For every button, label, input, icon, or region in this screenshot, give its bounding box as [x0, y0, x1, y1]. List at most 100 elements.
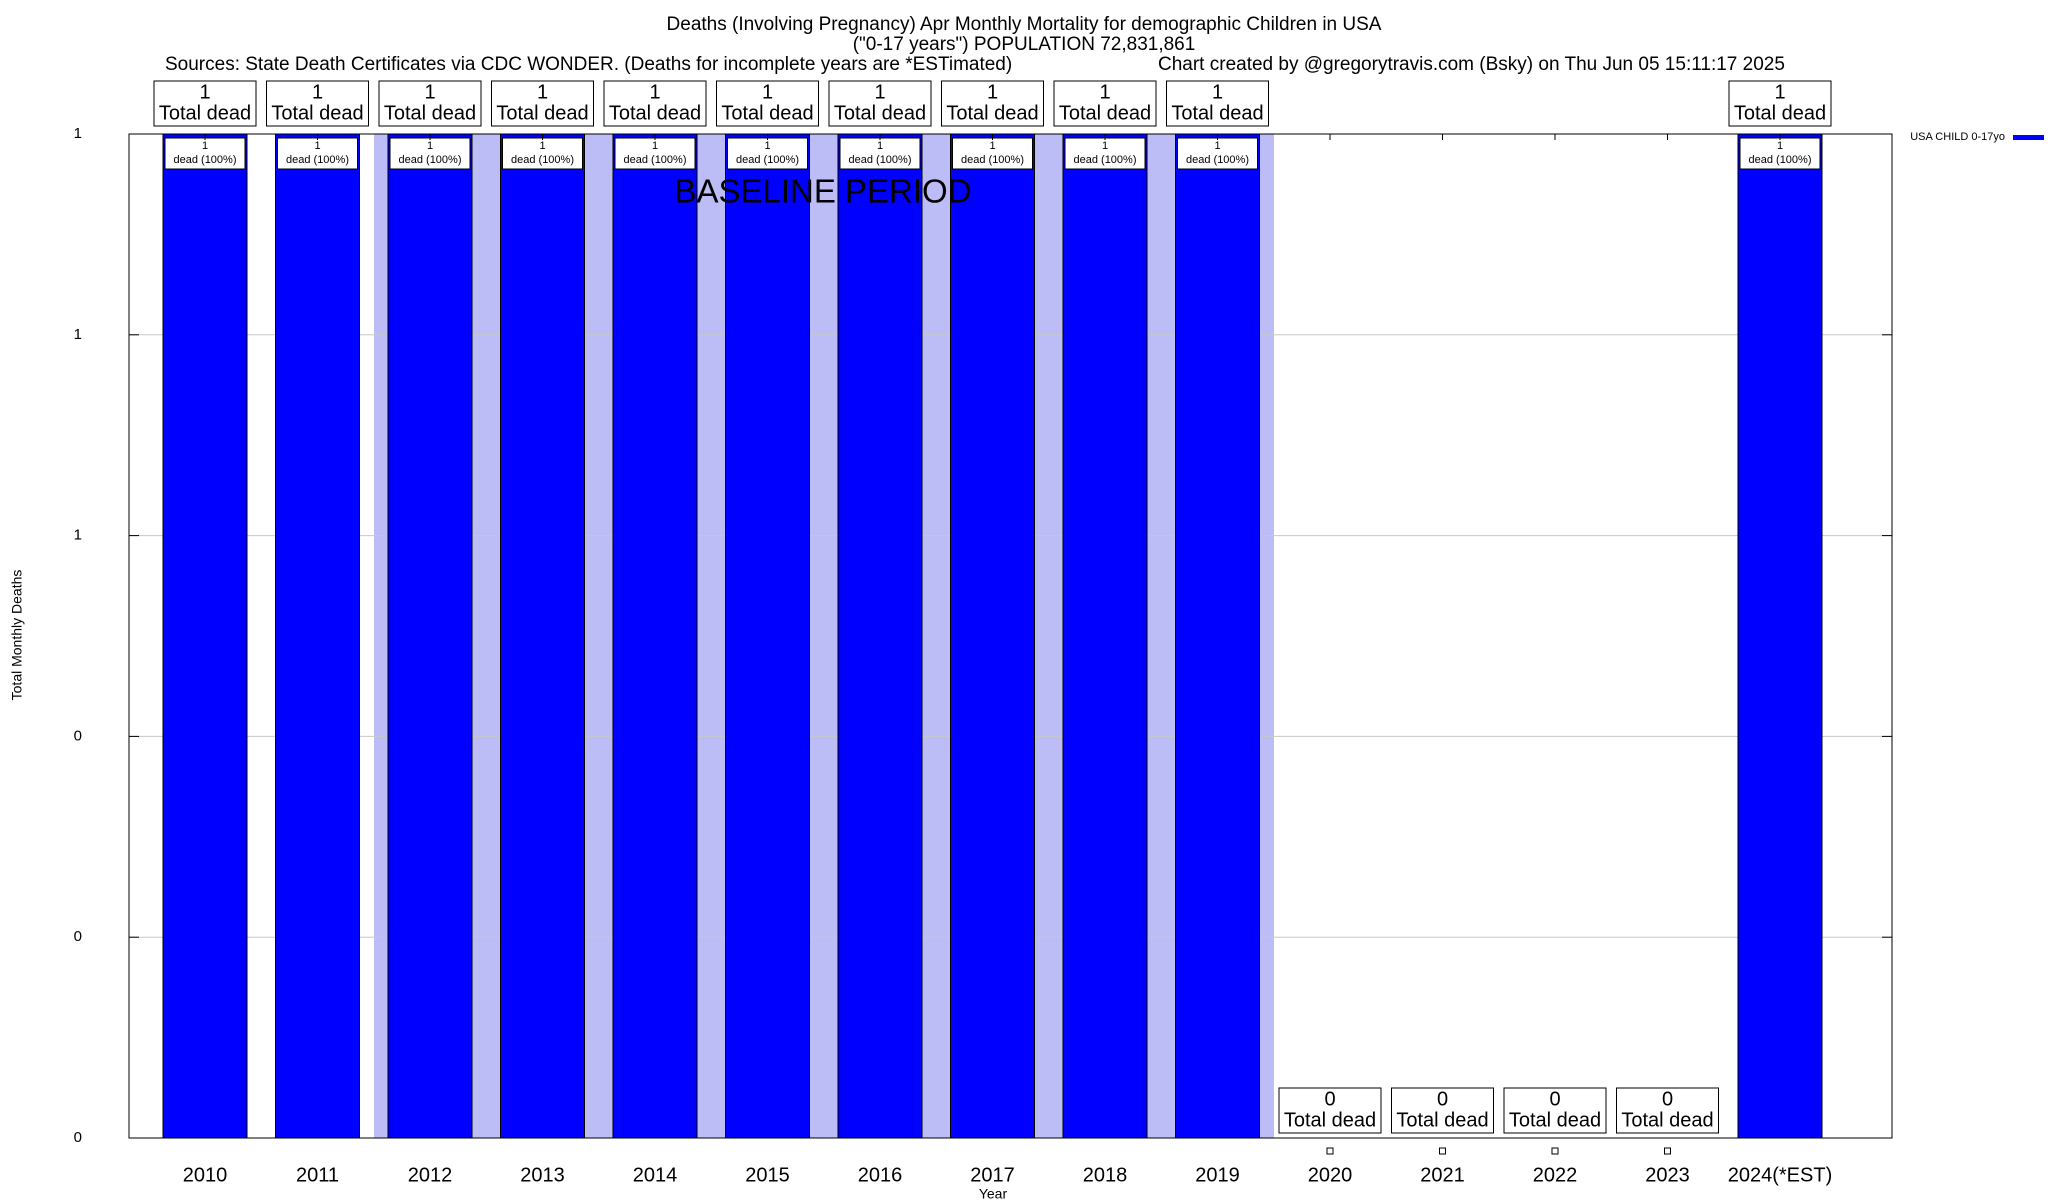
bar: [612, 133, 698, 1139]
x-tick-label: 2017: [970, 1164, 1015, 1186]
value-label: 1: [1099, 81, 1110, 103]
total-box: [716, 80, 819, 127]
share-value: 1: [202, 140, 208, 152]
bar: [1062, 133, 1148, 1139]
x-tick-label: 2011: [296, 1164, 339, 1186]
total-box: [941, 80, 1044, 127]
total-box: [1728, 80, 1832, 127]
bar: [725, 133, 810, 1139]
value-label: 1: [424, 81, 435, 103]
value-label: 1: [199, 81, 210, 103]
share-value: 1: [652, 140, 658, 152]
x-tick-label: 2010: [183, 1164, 228, 1186]
total-label: Total dead: [1396, 1109, 1488, 1131]
total-box: [1616, 1087, 1719, 1134]
share-label: dead (100%): [961, 154, 1024, 166]
value-label: 1: [1212, 81, 1223, 103]
share-box: [164, 137, 246, 170]
credit: Chart created by @gregorytravis.com (Bsk…: [1158, 54, 1785, 75]
share-value: 1: [427, 140, 433, 152]
sources: Sources: State Death Certificates via CD…: [165, 54, 1012, 75]
y-axis-label: Total Monthly Deaths: [9, 570, 25, 701]
zero-marker: [1439, 1147, 1446, 1155]
total-box: [378, 80, 482, 127]
total-label: Total dead: [609, 102, 701, 124]
x-tick-label: 2022: [1533, 1164, 1578, 1186]
share-label: dead (100%): [399, 154, 462, 166]
bar: [500, 133, 585, 1139]
total-label: Total dead: [1171, 102, 1263, 124]
share-value: 1: [989, 140, 995, 152]
annotation: BASELINE PERIOD: [674, 173, 971, 210]
total-label: Total dead: [1621, 1109, 1713, 1131]
bar: [387, 133, 473, 1139]
share-box: [1064, 137, 1146, 170]
x-tick-label: 2018: [1083, 1164, 1128, 1186]
total-label: Total dead: [496, 102, 588, 124]
total-label: Total dead: [946, 102, 1038, 124]
share-value: 1: [1214, 140, 1220, 152]
value-label: 0: [1549, 1088, 1560, 1110]
x-tick-label: 2016: [858, 1164, 903, 1186]
total-box: [491, 80, 594, 127]
x-tick-label: 2012: [408, 1164, 453, 1186]
bar: [1737, 133, 1823, 1139]
total-box: [828, 80, 932, 127]
share-box: [1739, 137, 1821, 170]
share-box: [1177, 137, 1258, 170]
zero-marker: [1664, 1147, 1671, 1155]
x-tick-label: 2019: [1195, 1164, 1240, 1186]
total-label: Total dead: [384, 102, 476, 124]
total-label: Total dead: [721, 102, 813, 124]
total-box: [1166, 80, 1269, 127]
total-label: Total dead: [1509, 1109, 1601, 1131]
x-tick-label: 2021: [1420, 1164, 1465, 1186]
share-label: dead (100%): [624, 154, 687, 166]
plot-frame: [128, 133, 1893, 1139]
x-axis-label: Year: [979, 1186, 1008, 1200]
share-box: [614, 137, 696, 170]
share-value: 1: [1102, 140, 1108, 152]
share-label: dead (100%): [849, 154, 912, 166]
x-tick-label: 2024(*EST): [1728, 1164, 1833, 1186]
zero-marker: [1326, 1147, 1334, 1155]
value-label: 1: [312, 81, 323, 103]
value-label: 1: [1774, 81, 1785, 103]
total-box: [603, 80, 707, 127]
total-label: Total dead: [271, 102, 363, 124]
share-box: [389, 137, 471, 170]
share-label: dead (100%): [174, 154, 237, 166]
total-label: Total dead: [1734, 102, 1826, 124]
value-label: 1: [762, 81, 773, 103]
bar: [275, 133, 360, 1139]
x-tick-label: 2015: [745, 1164, 790, 1186]
share-label: dead (100%): [1074, 154, 1137, 166]
share-value: 1: [1777, 140, 1783, 152]
legend-swatch: [2013, 135, 2044, 140]
x-tick-label: 2020: [1308, 1164, 1353, 1186]
share-label: dead (100%): [511, 154, 574, 166]
x-tick-label: 2023: [1645, 1164, 1690, 1186]
value-label: 1: [537, 81, 548, 103]
share-value: 1: [764, 140, 770, 152]
total-box: [1053, 80, 1157, 127]
total-box: [153, 80, 257, 127]
value-label: 0: [1437, 1088, 1448, 1110]
y-tick-label: 0: [74, 1129, 82, 1146]
share-value: 1: [877, 140, 883, 152]
zero-marker: [1551, 1147, 1559, 1155]
total-box: [1391, 1087, 1494, 1134]
value-label: 0: [1324, 1088, 1335, 1110]
value-label: 0: [1662, 1088, 1673, 1110]
total-box: [266, 80, 369, 127]
share-label: dead (100%): [1186, 154, 1249, 166]
share-value: 1: [539, 140, 545, 152]
y-tick-label: 1: [74, 125, 82, 142]
bar: [1175, 133, 1260, 1139]
share-label: dead (100%): [1749, 154, 1812, 166]
share-box: [502, 137, 583, 170]
total-box: [1278, 1087, 1382, 1134]
total-box: [1503, 1087, 1607, 1134]
value-label: 1: [649, 81, 660, 103]
x-tick-label: 2014: [633, 1164, 678, 1186]
